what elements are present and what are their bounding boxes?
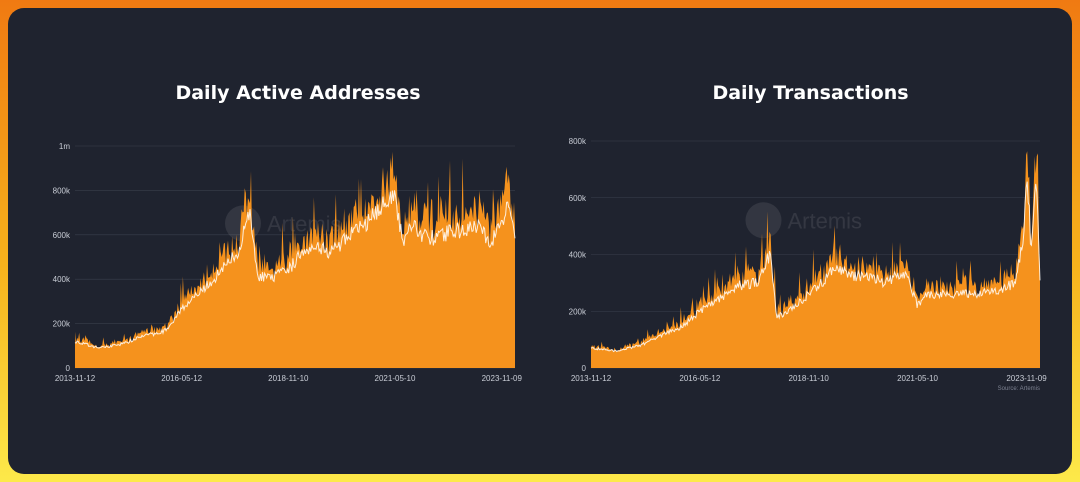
watermark-text: Artemis: [788, 208, 863, 233]
y-tick-label: 600k: [569, 194, 587, 203]
y-tick-label: 0: [582, 364, 587, 373]
x-tick-label: 2023-11-09: [482, 374, 523, 383]
series-line: [74, 190, 516, 349]
series-line: [590, 181, 1041, 353]
x-tick-label: 2016-05-12: [161, 374, 202, 383]
y-tick-label: 400k: [569, 251, 587, 260]
x-tick-label: 2023-11-09: [1006, 374, 1047, 383]
y-tick-label: 1m: [59, 142, 70, 151]
y-tick-label: 200k: [53, 320, 71, 329]
x-tick-label: 2016-05-12: [679, 374, 720, 383]
chart-title: Daily Transactions: [712, 82, 909, 104]
y-tick-label: 0: [66, 364, 71, 373]
artemis-logo-icon: [745, 202, 782, 239]
x-tick-label: 2018-11-10: [789, 374, 830, 383]
y-tick-label: 800k: [569, 137, 587, 146]
x-tick-label: 2021-05-10: [375, 374, 416, 383]
x-tick-label: 2021-05-10: [897, 374, 938, 383]
source-note: Source: Artemis: [998, 386, 1040, 392]
chart-card: Daily Active Addresses 0 200k 400k 600k 800k…: [8, 8, 1072, 474]
chart-title: Daily Active Addresses: [175, 82, 421, 104]
series-area: [591, 151, 1040, 368]
x-tick-label: 2018-11-10: [268, 374, 309, 383]
series-area: [75, 151, 515, 368]
y-tick-label: 600k: [53, 231, 71, 240]
chart-daily-transactions: 0 200k 400k 600k 800k Artemis 2013-11-12 2016-0…: [569, 137, 1048, 392]
x-tick-label: 2013-11-12: [55, 374, 96, 383]
y-tick-label: 200k: [569, 307, 587, 316]
watermark-text: Artemis: [267, 211, 342, 236]
x-tick-label: 2013-11-12: [571, 374, 612, 383]
y-tick-label: 400k: [53, 275, 71, 284]
y-tick-label: 800k: [53, 186, 71, 195]
chart-daily-active-addresses: 0 200k 400k 600k 800k 1m Artemis 2013-11-12 2016…: [53, 142, 523, 383]
